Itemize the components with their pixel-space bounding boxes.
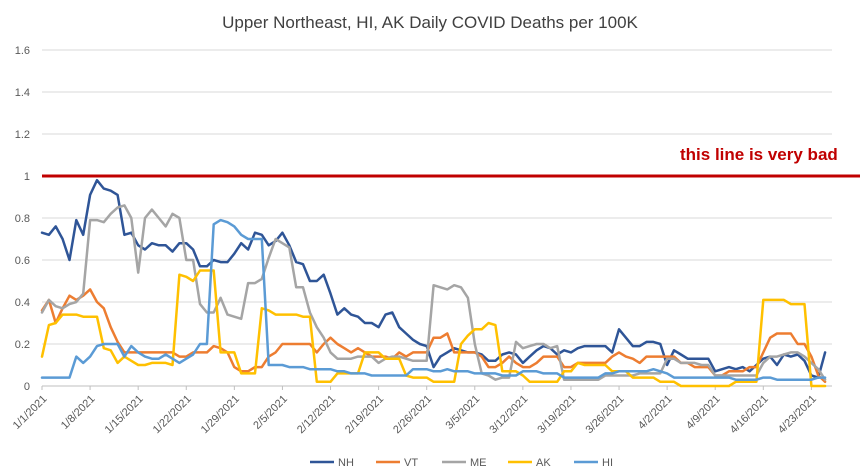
y-axis-ticks: 0 0.2 0.4 0.6 0.8 1 1.2 1.4 1.6 [15,45,30,393]
y-tick-label: 0.6 [15,255,30,267]
legend-label-hi: HI [602,457,613,469]
series-line-hi [40,218,827,381]
y-tick-label: 1.2 [15,129,30,141]
legend-label-ak: AK [536,457,551,469]
y-tick-label: 0 [24,381,30,393]
y-tick-label: 0.2 [15,339,30,351]
legend-label-nh: NH [338,457,354,469]
y-tick-label: 1.4 [15,87,30,99]
chart-title: Upper Northeast, HI, AK Daily COVID Deat… [222,13,638,32]
reference-line-label: this line is very bad [680,145,838,164]
series-line-nh [40,178,827,379]
legend-label-me: ME [470,457,487,469]
series-lines [40,178,827,388]
y-tick-label: 1 [24,171,30,183]
legend-label-vt: VT [404,457,418,469]
legend: NH VT ME AK HI [310,457,613,469]
y-tick-label: 0.8 [15,213,30,225]
y-tick-label: 0.4 [15,297,30,309]
series-line-ak [40,269,827,388]
series-line-me [40,204,827,381]
reference-line-group: this line is very bad [42,145,860,178]
y-tick-label: 1.6 [15,45,30,57]
